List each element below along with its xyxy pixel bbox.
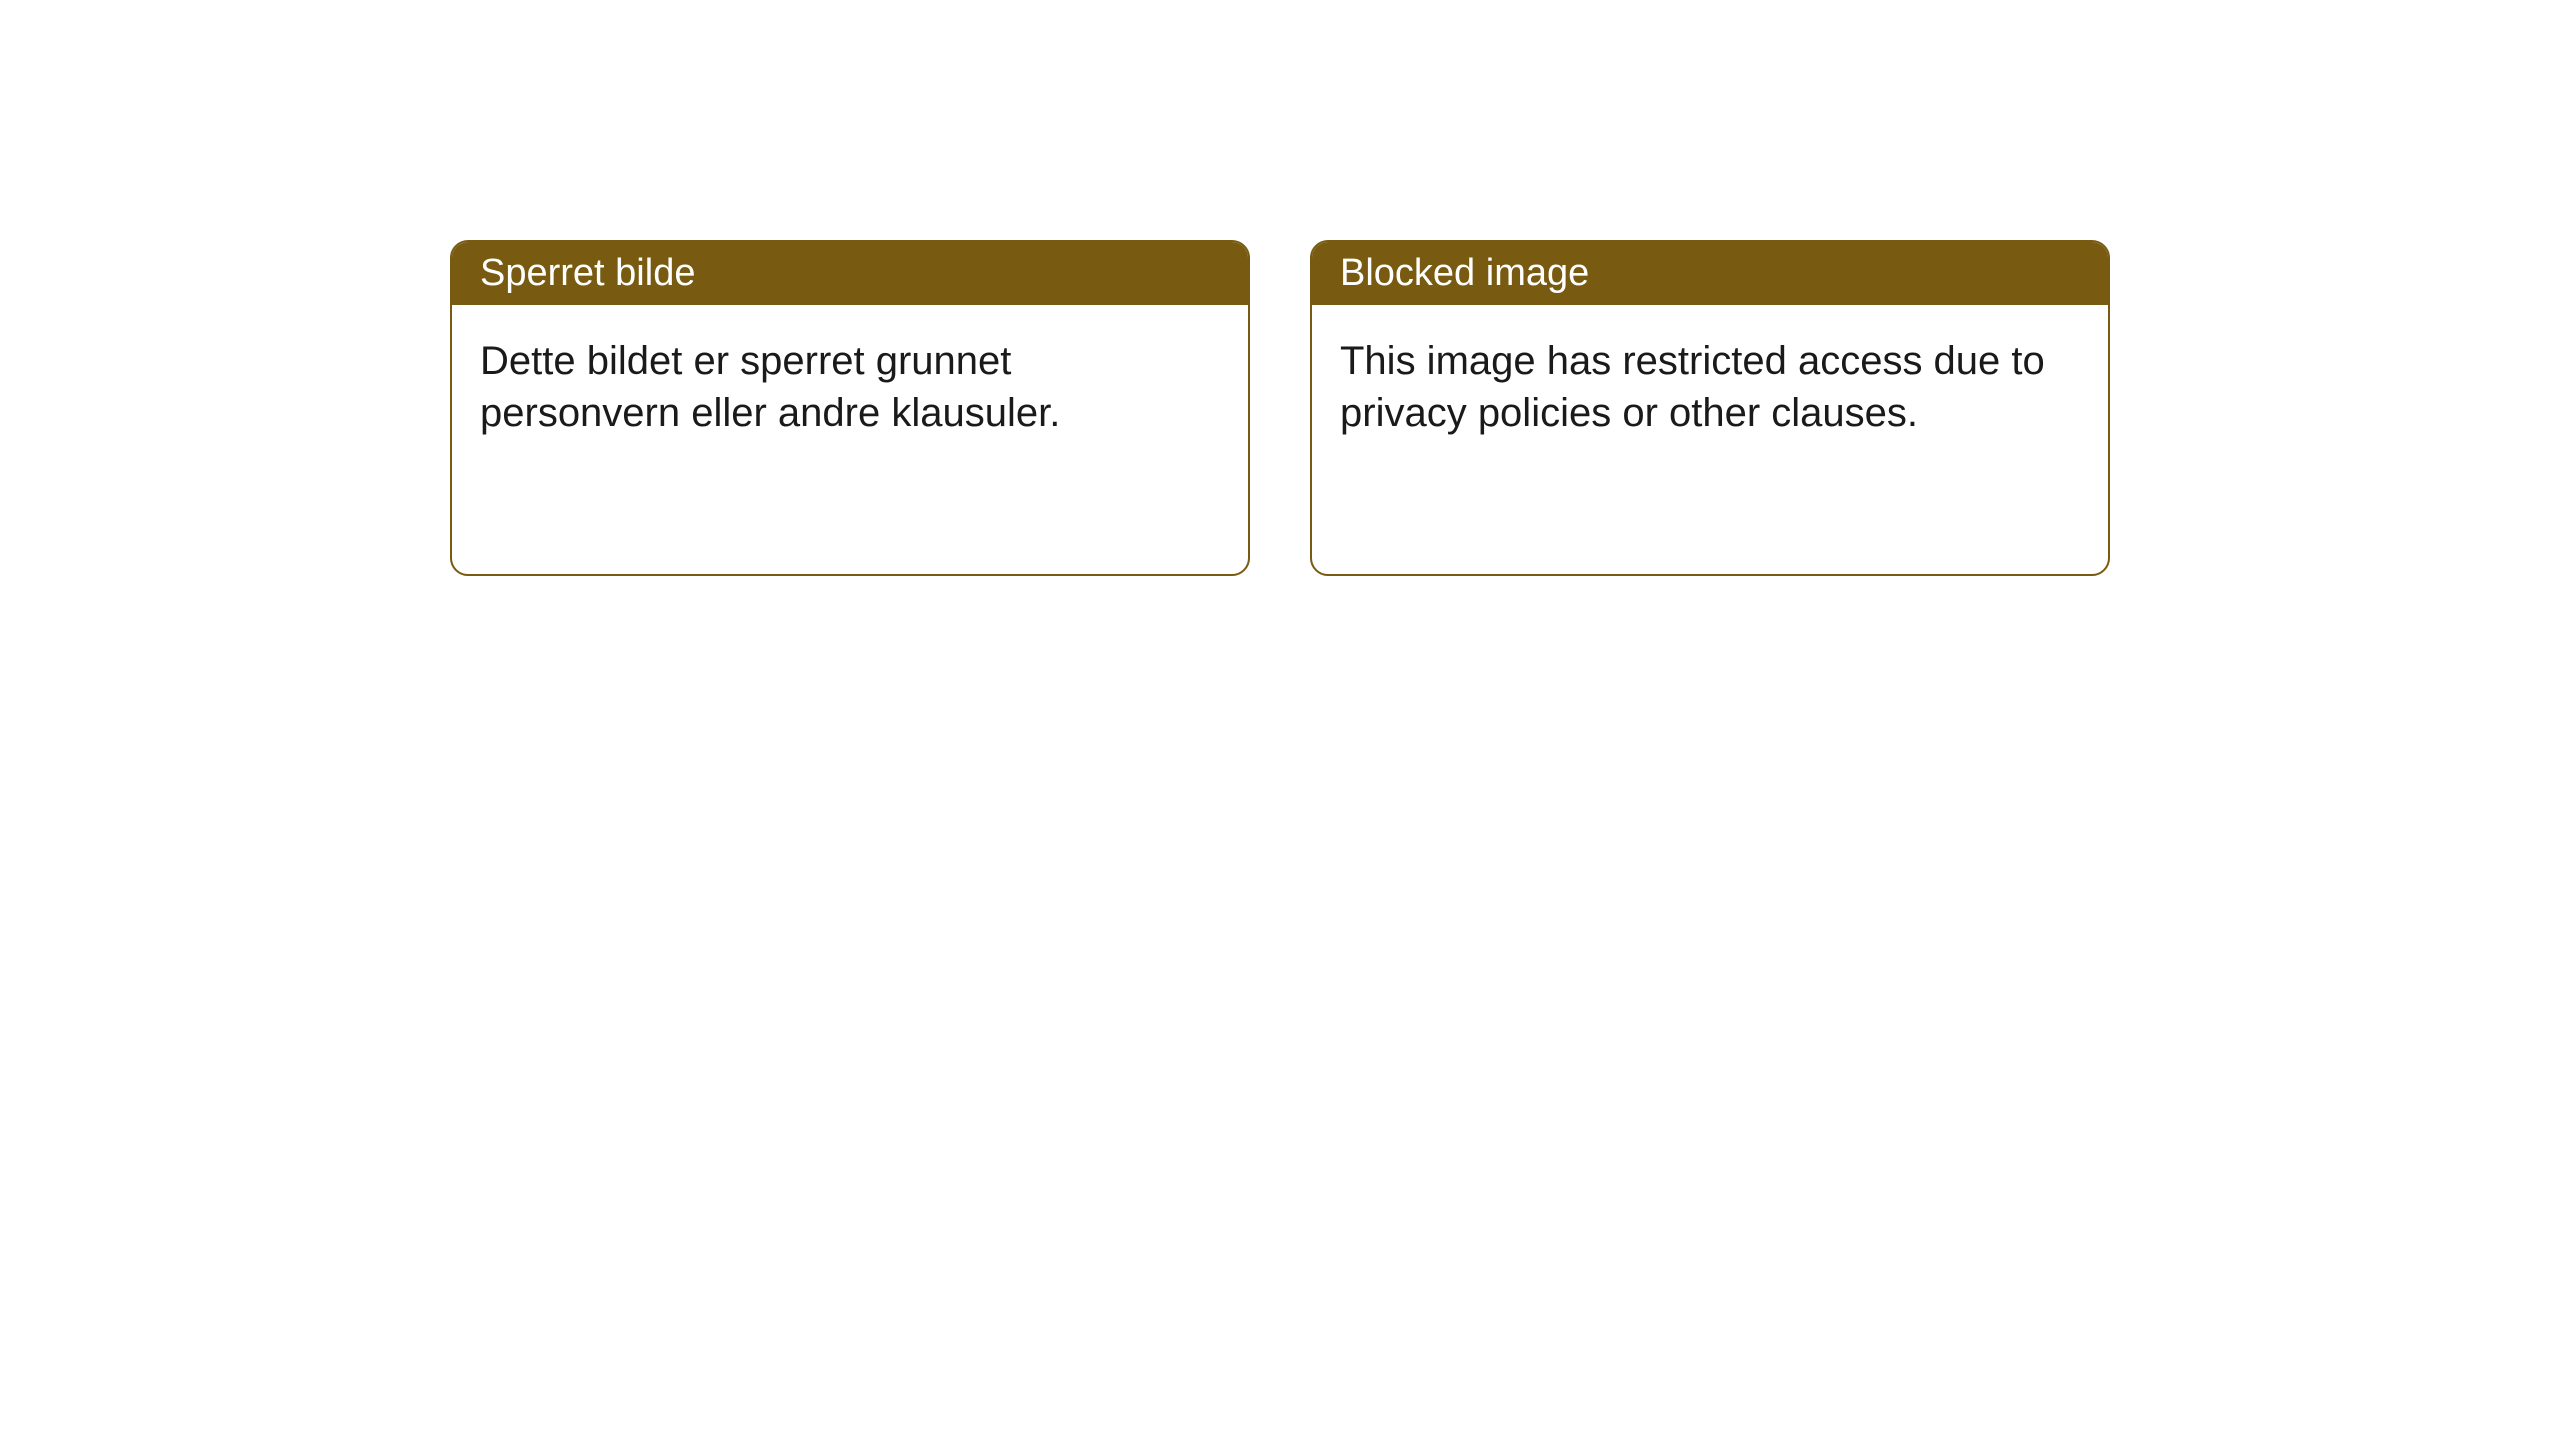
cards-container: Sperret bilde Dette bildet er sperret gr… [450, 240, 2110, 1440]
blocked-image-card-norwegian: Sperret bilde Dette bildet er sperret gr… [450, 240, 1250, 576]
card-header-norwegian: Sperret bilde [452, 242, 1248, 305]
card-body-english: This image has restricted access due to … [1312, 305, 2108, 469]
card-body-norwegian: Dette bildet er sperret grunnet personve… [452, 305, 1248, 469]
blocked-image-card-english: Blocked image This image has restricted … [1310, 240, 2110, 576]
card-header-english: Blocked image [1312, 242, 2108, 305]
